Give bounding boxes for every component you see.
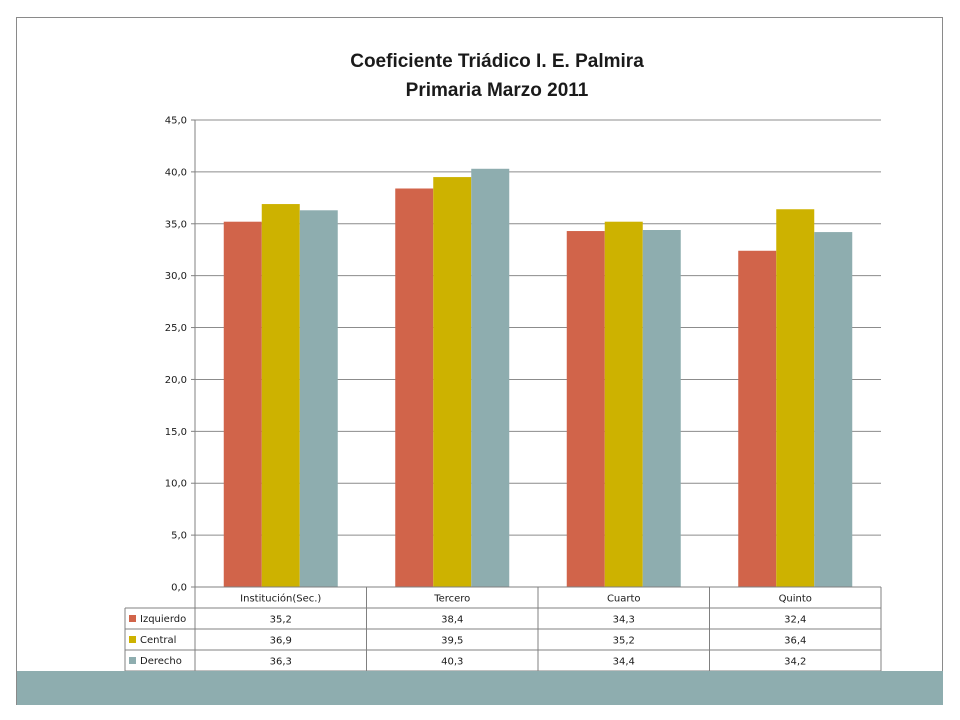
bar-central-1 <box>261 204 300 587</box>
data-cell: 34,2 <box>784 657 806 668</box>
category-label: Quinto <box>779 594 812 605</box>
data-cell: 38,4 <box>441 615 463 626</box>
category-label: Tercero <box>433 594 470 605</box>
bar-central-3 <box>604 221 643 588</box>
data-cell: 39,5 <box>441 636 463 647</box>
bar-izquierdo-1 <box>223 221 262 588</box>
bar-central-2 <box>433 177 472 588</box>
legend-label: Izquierdo <box>140 614 186 625</box>
y-tick-label: 35,0 <box>165 219 187 230</box>
bars <box>223 168 853 588</box>
data-table: Institución(Sec.) Tercero Cuarto Quinto Izqu… <box>124 586 882 672</box>
y-tick-label: 30,0 <box>165 271 187 282</box>
y-tick-label: 40,0 <box>165 167 187 178</box>
bar-izquierdo-2 <box>395 188 434 587</box>
bar-central-4 <box>776 209 815 587</box>
bar-derecho-3 <box>642 230 681 587</box>
bar-izquierdo-4 <box>738 250 777 587</box>
data-cell: 36,4 <box>784 636 806 647</box>
y-tick-label: 0,0 <box>171 583 187 594</box>
legend-label: Central <box>140 635 176 646</box>
y-tick-label: 5,0 <box>171 531 187 542</box>
y-tick-label: 45,0 <box>165 116 187 127</box>
data-cell: 35,2 <box>270 615 292 626</box>
category-label: Cuarto <box>607 594 641 605</box>
legend-key-central <box>129 636 136 643</box>
bar-derecho-1 <box>299 210 338 587</box>
bar-izquierdo-3 <box>566 231 605 587</box>
legend-key-derecho <box>129 657 136 664</box>
y-axis: 0,0 5,0 10,0 15,0 20,0 25,0 30,0 35,0 40,0 45,0 <box>165 116 196 594</box>
y-tick-label: 20,0 <box>165 375 187 386</box>
y-tick-label: 25,0 <box>165 323 187 334</box>
legend-label: Derecho <box>140 656 182 667</box>
category-label: Institución(Sec.) <box>240 593 321 605</box>
data-cell: 36,9 <box>270 636 292 647</box>
data-cell: 34,4 <box>613 657 635 668</box>
data-cell: 35,2 <box>613 636 635 647</box>
chart-subtitle: Primaria Marzo 2011 <box>406 80 589 101</box>
legend-key-izquierdo <box>129 615 136 622</box>
data-cell: 34,3 <box>613 615 635 626</box>
y-tick-label: 15,0 <box>165 427 187 438</box>
footer-band <box>17 671 943 705</box>
bar-derecho-4 <box>814 232 853 587</box>
data-cell: 40,3 <box>441 657 463 668</box>
y-tick-label: 10,0 <box>165 479 187 490</box>
data-cell: 36,3 <box>270 657 292 668</box>
chart-title: Coeficiente Triádico I. E. Palmira <box>350 51 644 72</box>
bar-derecho-2 <box>471 168 510 587</box>
data-cell: 32,4 <box>784 615 806 626</box>
